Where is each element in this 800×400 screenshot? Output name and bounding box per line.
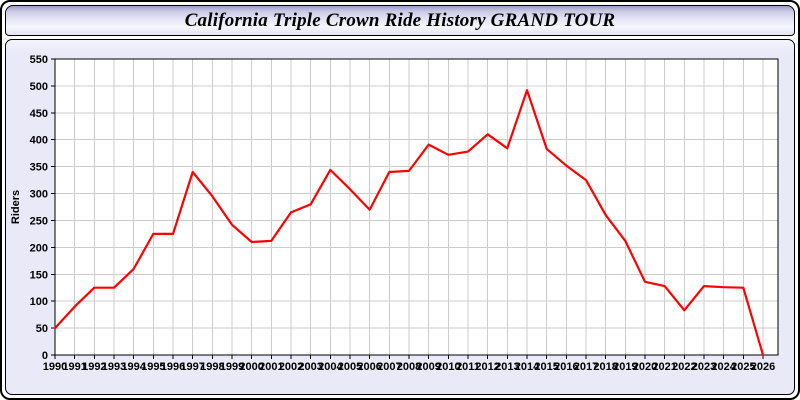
x-tick-label: 1996	[161, 361, 185, 373]
x-tick-label: 2023	[692, 361, 716, 373]
x-tick-label: 2010	[436, 361, 460, 373]
riders-data-line	[53, 89, 765, 357]
x-tick-label: 2026	[751, 361, 775, 373]
x-tick-label: 1997	[180, 361, 204, 373]
y-axis-labels: 0 50 100 150 200 250 300 350 400 450 500 550	[30, 54, 48, 362]
x-tick-label: 1995	[141, 361, 165, 373]
plot-area	[55, 59, 778, 355]
x-tick-label: 2022	[672, 361, 696, 373]
x-tick-label: 2001	[259, 361, 283, 373]
x-tick-label: 2015	[534, 361, 558, 373]
y-tick-label: 450	[30, 108, 48, 120]
x-tick-label: 1993	[102, 361, 126, 373]
x-tick-label: 2008	[397, 361, 421, 373]
x-tick-label: 2003	[298, 361, 322, 373]
x-tick-label: 2007	[377, 361, 401, 373]
y-tick-label: 350	[30, 162, 48, 174]
x-tick-label: 2013	[495, 361, 519, 373]
axis-ticks	[51, 58, 764, 359]
title-bar: California Triple Crown Ride History GRA…	[5, 5, 795, 36]
y-tick-label: 400	[30, 135, 48, 147]
x-tick-label: 2018	[593, 361, 617, 373]
axis-frame	[54, 58, 779, 356]
x-tick-label: 2016	[554, 361, 578, 373]
x-tick-label: 2021	[652, 361, 676, 373]
x-tick-label: 2005	[338, 361, 362, 373]
x-tick-label: 2024	[711, 361, 736, 373]
y-tick-label: 0	[42, 350, 48, 362]
y-tick-label: 550	[30, 54, 48, 66]
y-tick-label: 100	[30, 296, 48, 308]
y-tick-label: 250	[30, 215, 48, 227]
y-tick-label: 500	[30, 81, 48, 93]
x-tick-label: 1998	[200, 361, 224, 373]
x-tick-label: 2014	[515, 361, 540, 373]
x-tick-label: 2020	[633, 361, 657, 373]
x-tick-label: 2025	[731, 361, 755, 373]
x-tick-label: 2002	[279, 361, 303, 373]
x-tick-label: 1991	[62, 361, 86, 373]
x-tick-label: 2017	[574, 361, 598, 373]
x-tick-label: 1990	[43, 361, 67, 373]
y-tick-label: 150	[30, 269, 48, 281]
x-tick-label: 2009	[416, 361, 440, 373]
y-axis-title: Riders	[10, 190, 22, 224]
x-tick-label: 2012	[475, 361, 499, 373]
x-tick-label: 2019	[613, 361, 637, 373]
x-tick-label: 2004	[318, 361, 343, 373]
x-tick-label: 1999	[220, 361, 244, 373]
x-tick-label: 2006	[357, 361, 381, 373]
chart-panel: 1990 1991 1992 1993 1994 1995 1996 1997 1998 1999…	[5, 39, 795, 395]
page-title: California Triple Crown Ride History GRA…	[184, 9, 616, 31]
y-tick-label: 50	[36, 323, 48, 335]
x-tick-label: 1994	[121, 361, 146, 373]
y-tick-label: 200	[30, 242, 48, 254]
x-tick-label: 2000	[239, 361, 263, 373]
ride-history-line-chart: 1990199119921993199419951996199719981999…	[10, 54, 779, 373]
y-tick-label: 300	[30, 189, 48, 201]
x-axis-labels: 1990199119921993199419951996199719981999…	[43, 361, 775, 373]
x-tick-label: 2011	[456, 361, 480, 373]
x-tick-label: 1992	[82, 361, 106, 373]
